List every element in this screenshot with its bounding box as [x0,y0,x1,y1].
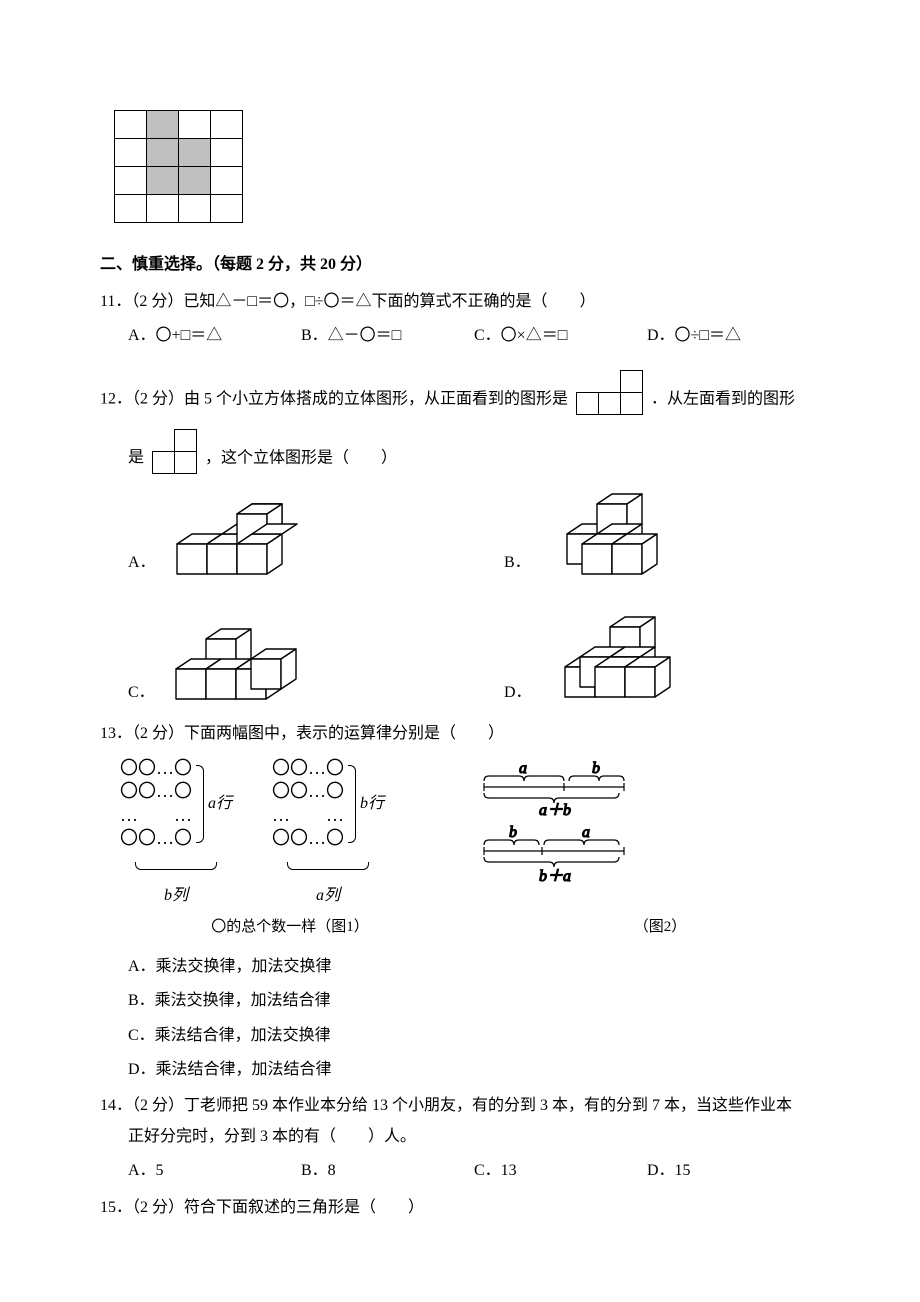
question-13: 13．（2 分）下面两幅图中，表示的运算律分别是（ ） 〇〇…〇 〇〇…〇 … … [100,719,820,1086]
q13-b-cols: b列 [120,881,232,911]
section-2-heading: 二、慎重选择。（每题 2 分，共 20 分） [100,250,820,280]
q11-choice-a: A．〇+□＝△ [128,321,301,351]
q13-a-cols: a列 [272,881,384,911]
q11-choice-b: B．△－〇＝□ [301,321,474,351]
q13-dots-row: 〇〇…〇 [120,827,192,850]
question-11: 11．（2 分）已知△－□＝〇，□÷〇＝△下面的算式不正确的是（ ） A．〇+□… [100,287,820,352]
q13-dots-mid: … … [120,804,192,827]
q11-choice-c: C．〇×△＝□ [474,321,647,351]
q12-option-b-figure [537,484,687,579]
q12-option-d-figure [538,609,698,709]
svg-text:a: a [582,824,590,841]
q11-stem: 11．（2 分）已知△－□＝〇，□÷〇＝△下面的算式不正确的是（ ） [100,287,820,317]
q13-choice-c: C．乘法结合律，加法交换律 [128,1021,820,1051]
q14-choice-c: C．13 [474,1156,647,1186]
q13-dots-row: 〇〇…〇 [120,757,192,780]
question-12: 12．（2 分）由 5 个小立方体搭成的立体图形，从正面看到的图形是 ．从左面看… [100,370,820,709]
q13-fig1-left: 〇〇…〇 〇〇…〇 … … 〇〇…〇 a行 b列 [120,757,232,911]
q13-choice-d: D．乘法结合律，加法结合律 [128,1055,820,1085]
q13-fig2: a b a＋b b a [464,757,644,911]
q12-front-view [576,370,643,415]
q14-choice-d: D．15 [647,1156,820,1186]
svg-text:a＋b: a＋b [539,802,571,819]
q12-stem-b: ．从左面看到的图形 [651,390,795,407]
svg-text:b: b [592,760,600,777]
q12-label-d: D． [504,678,532,708]
q12-stem-a: 12．（2 分）由 5 个小立方体搭成的立体图形，从正面看到的图形是 [100,390,568,407]
svg-text:b＋a: b＋a [539,868,571,885]
q13-b-rows: b行 [360,789,384,819]
q13-caption1: 〇的总个数一样（图1） [130,913,450,942]
q12-left-view [152,429,197,474]
q12-option-c-figure [161,614,331,709]
q12-label-b: B． [504,548,531,578]
q13-a-rows: a行 [208,789,232,819]
q12-option-a-figure [162,484,312,579]
q12-stem-c: 是 [128,449,144,466]
grid-4x4 [114,110,243,223]
question-14: 14．（2 分）丁老师把 59 本作业本分给 13 个小朋友，有的分到 3 本，… [100,1091,820,1186]
q15-stem: 15．（2 分）符合下面叙述的三角形是（ ） [100,1193,820,1223]
q13-fig1-right: 〇〇…〇 〇〇…〇 … … 〇〇…〇 b行 a列 [272,757,384,911]
q13-dots-row: 〇〇…〇 [272,827,344,850]
q13-dots-mid: … … [272,804,344,827]
q12-label-a: A． [128,548,156,578]
q14-choice-a: A．5 [128,1156,301,1186]
svg-text:b: b [509,824,517,841]
q12-label-c: C． [128,678,155,708]
q13-choice-b: B．乘法交换律，加法结合律 [128,986,820,1016]
q12-stem-d: ，这个立体图形是（ ） [205,449,397,466]
q13-dots-row: 〇〇…〇 [120,780,192,803]
q13-dots-row: 〇〇…〇 [272,780,344,803]
question-15: 15．（2 分）符合下面叙述的三角形是（ ） [100,1193,820,1223]
q11-choice-d: D．〇÷□＝△ [647,321,820,351]
q14-stem-2: 正好分完时，分到 3 本的有（ ）人。 [128,1122,820,1152]
q13-choice-a: A．乘法交换律，加法交换律 [128,952,820,982]
svg-text:a: a [519,760,527,777]
q13-dots-row: 〇〇…〇 [272,757,344,780]
q13-caption2: （图2） [520,913,800,942]
q13-stem: 13．（2 分）下面两幅图中，表示的运算律分别是（ ） [100,719,820,749]
q14-choice-b: B．8 [301,1156,474,1186]
q14-stem-1: 14．（2 分）丁老师把 59 本作业本分给 13 个小朋友，有的分到 3 本，… [100,1091,820,1121]
